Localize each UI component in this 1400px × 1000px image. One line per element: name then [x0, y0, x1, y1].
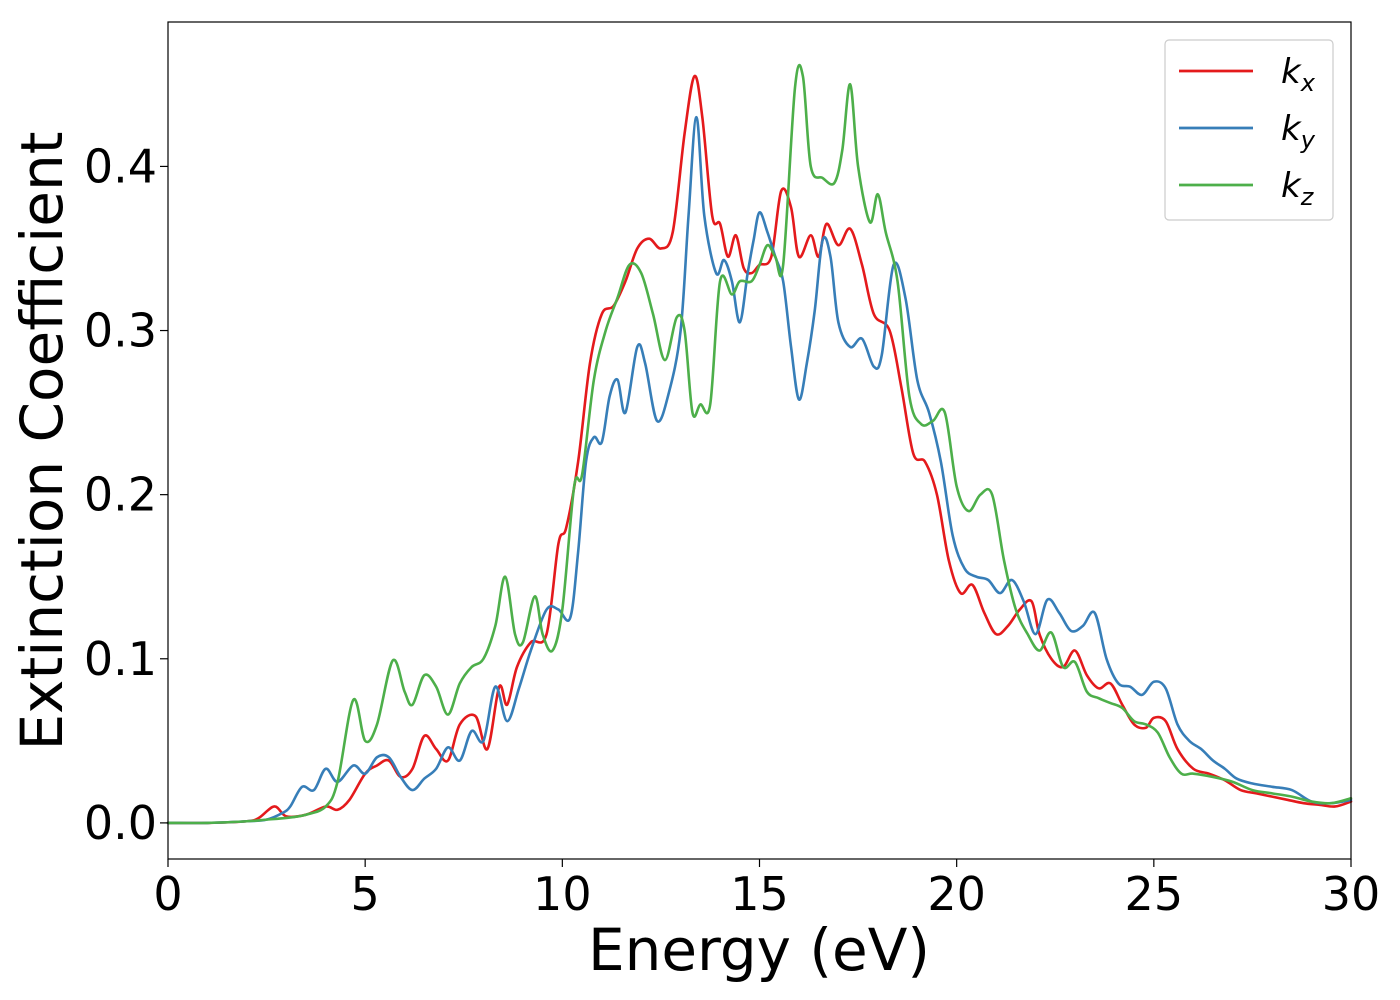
x-tick-label: 0: [153, 867, 182, 921]
legend-label-y: ky: [1281, 109, 1316, 154]
x-axis-ticks: 0 5 10 15 20 25 30: [153, 859, 1380, 921]
series-layer: [166, 63, 1353, 825]
y-tick-label: 0.0: [84, 796, 157, 850]
x-tick-label: 15: [730, 867, 789, 921]
x-tick-label: 20: [927, 867, 986, 921]
y-axis-title: Extinction Coefficient: [8, 132, 76, 751]
y-tick-label: 0.2: [84, 468, 157, 522]
y-axis-ticks: 0.0 0.1 0.2 0.3 0.4: [84, 139, 168, 850]
x-tick-label: 25: [1125, 867, 1184, 921]
series-line-z: [166, 63, 1353, 825]
series-line-y: [166, 115, 1353, 825]
y-tick-label: 0.4: [84, 139, 157, 193]
series-line-x: [166, 74, 1353, 825]
legend-label-x: kx: [1281, 52, 1316, 97]
x-tick-label: 30: [1322, 867, 1381, 921]
legend-box: [1164, 39, 1334, 221]
x-tick-label: 10: [533, 867, 592, 921]
x-axis-title: Energy (eV): [588, 916, 930, 984]
x-tick-label: 5: [351, 867, 380, 921]
legend-label-z: kz: [1281, 166, 1315, 211]
y-tick-label: 0.3: [84, 304, 157, 358]
y-tick-label: 0.1: [84, 632, 157, 686]
legend: kx ky kz: [1164, 39, 1334, 221]
